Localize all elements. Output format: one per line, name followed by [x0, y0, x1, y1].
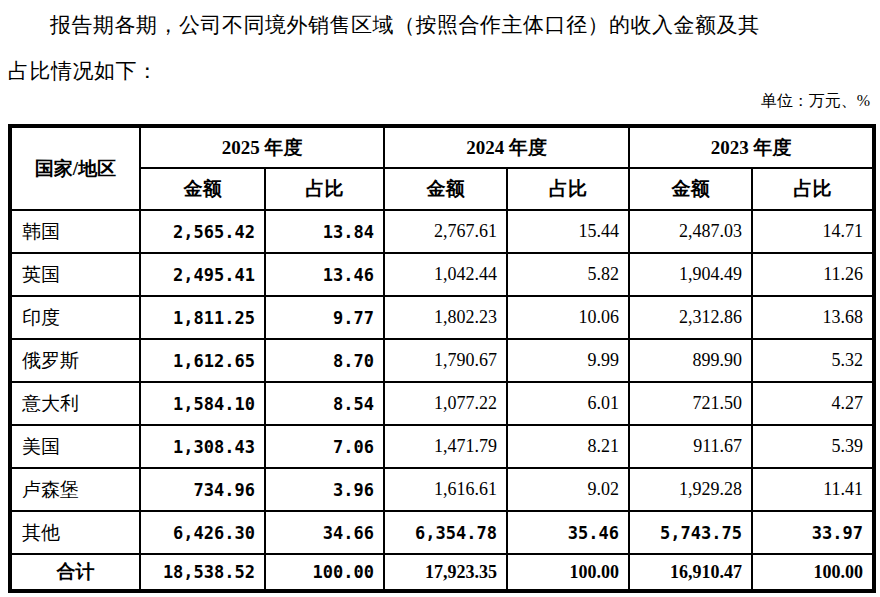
- ratio-2024-cell: 9.99: [507, 339, 629, 382]
- table-row-korea: 韩国 2,565.42 13.84 2,767.61 15.44 2,487.0…: [10, 210, 874, 253]
- amount-2023-cell: 1,929.28: [629, 468, 752, 511]
- ratio-2023-cell: 4.27: [752, 382, 874, 425]
- amount-2024-cell: 1,790.67: [384, 339, 507, 382]
- corner-header-region: 国家/地区: [10, 126, 140, 210]
- amount-2023-cell: 721.50: [629, 382, 752, 425]
- amount-2023-cell: 2,487.03: [629, 210, 752, 253]
- amount-2025-cell: 1,584.10: [140, 382, 265, 425]
- intro-paragraph: 报告期各期，公司不同境外销售区域（按照合作主体口径）的收入金额及其占比情况如下：: [8, 2, 874, 94]
- table-row-usa: 美国 1,308.43 7.06 1,471.79 8.21 911.67 5.…: [10, 425, 874, 468]
- ratio-2025-cell: 13.46: [265, 253, 384, 296]
- total-ratio-2025-cell: 100.00: [265, 554, 384, 591]
- amount-2024-cell: 1,616.61: [384, 468, 507, 511]
- amount-2025-cell: 1,308.43: [140, 425, 265, 468]
- sub-header-row: 金额 占比 金额 占比 金额 占比: [10, 168, 874, 210]
- amount-2023-cell: 911.67: [629, 425, 752, 468]
- amount-2025-cell: 6,426.30: [140, 511, 265, 554]
- intro-line-2: 占比情况如下：: [8, 59, 159, 83]
- ratio-header-2025: 占比: [265, 168, 384, 210]
- total-ratio-2023-cell: 100.00: [752, 554, 874, 591]
- overseas-sales-table: 国家/地区 2025 年度 2024 年度 2023 年度 金额 占比 金额 占…: [8, 124, 876, 593]
- amount-2024-cell: 6,354.78: [384, 511, 507, 554]
- ratio-2024-cell: 9.02: [507, 468, 629, 511]
- amount-header-2023: 金额: [629, 168, 752, 210]
- region-cell: 卢森堡: [10, 468, 140, 511]
- amount-2024-cell: 1,471.79: [384, 425, 507, 468]
- ratio-2023-cell: 5.39: [752, 425, 874, 468]
- region-cell: 印度: [10, 296, 140, 339]
- year-header-2025: 2025 年度: [140, 126, 384, 168]
- ratio-2024-cell: 10.06: [507, 296, 629, 339]
- amount-2023-cell: 5,743.75: [629, 511, 752, 554]
- ratio-2023-cell: 5.32: [752, 339, 874, 382]
- ratio-2025-cell: 34.66: [265, 511, 384, 554]
- total-row: 合计 18,538.52 100.00 17,923.35 100.00 16,…: [10, 554, 874, 591]
- ratio-header-2024: 占比: [507, 168, 629, 210]
- ratio-2023-cell: 33.97: [752, 511, 874, 554]
- ratio-2024-cell: 35.46: [507, 511, 629, 554]
- region-cell: 美国: [10, 425, 140, 468]
- ratio-2025-cell: 13.84: [265, 210, 384, 253]
- amount-header-2025: 金额: [140, 168, 265, 210]
- region-cell: 韩国: [10, 210, 140, 253]
- region-cell: 其他: [10, 511, 140, 554]
- amount-2024-cell: 1,802.23: [384, 296, 507, 339]
- table-row-luxembourg: 卢森堡 734.96 3.96 1,616.61 9.02 1,929.28 1…: [10, 468, 874, 511]
- year-header-2024: 2024 年度: [384, 126, 629, 168]
- ratio-2023-cell: 13.68: [752, 296, 874, 339]
- table-row-russia: 俄罗斯 1,612.65 8.70 1,790.67 9.99 899.90 5…: [10, 339, 874, 382]
- amount-2025-cell: 2,495.41: [140, 253, 265, 296]
- year-header-row: 国家/地区 2025 年度 2024 年度 2023 年度: [10, 126, 874, 168]
- ratio-2025-cell: 7.06: [265, 425, 384, 468]
- ratio-2023-cell: 11.41: [752, 468, 874, 511]
- intro-line-1: 报告期各期，公司不同境外销售区域（按照合作主体口径）的收入金额及其: [50, 13, 760, 37]
- region-cell: 意大利: [10, 382, 140, 425]
- table-row-india: 印度 1,811.25 9.77 1,802.23 10.06 2,312.86…: [10, 296, 874, 339]
- ratio-2025-cell: 8.54: [265, 382, 384, 425]
- ratio-2024-cell: 5.82: [507, 253, 629, 296]
- table-row-italy: 意大利 1,584.10 8.54 1,077.22 6.01 721.50 4…: [10, 382, 874, 425]
- amount-2023-cell: 899.90: [629, 339, 752, 382]
- amount-2023-cell: 1,904.49: [629, 253, 752, 296]
- ratio-2025-cell: 3.96: [265, 468, 384, 511]
- region-cell: 英国: [10, 253, 140, 296]
- total-amount-2023-cell: 16,910.47: [629, 554, 752, 591]
- ratio-2024-cell: 6.01: [507, 382, 629, 425]
- ratio-2024-cell: 8.21: [507, 425, 629, 468]
- ratio-2023-cell: 11.26: [752, 253, 874, 296]
- amount-2025-cell: 734.96: [140, 468, 265, 511]
- amount-header-2024: 金额: [384, 168, 507, 210]
- unit-note: 单位：万元、%: [761, 90, 870, 112]
- ratio-2025-cell: 8.70: [265, 339, 384, 382]
- ratio-2024-cell: 15.44: [507, 210, 629, 253]
- amount-2025-cell: 1,612.65: [140, 339, 265, 382]
- amount-2024-cell: 1,042.44: [384, 253, 507, 296]
- table-row-uk: 英国 2,495.41 13.46 1,042.44 5.82 1,904.49…: [10, 253, 874, 296]
- amount-2025-cell: 2,565.42: [140, 210, 265, 253]
- amount-2024-cell: 2,767.61: [384, 210, 507, 253]
- table-row-others: 其他 6,426.30 34.66 6,354.78 35.46 5,743.7…: [10, 511, 874, 554]
- ratio-2025-cell: 9.77: [265, 296, 384, 339]
- ratio-2023-cell: 14.71: [752, 210, 874, 253]
- total-ratio-2024-cell: 100.00: [507, 554, 629, 591]
- total-label-cell: 合计: [10, 554, 140, 591]
- total-amount-2024-cell: 17,923.35: [384, 554, 507, 591]
- total-amount-2025-cell: 18,538.52: [140, 554, 265, 591]
- region-cell: 俄罗斯: [10, 339, 140, 382]
- ratio-header-2023: 占比: [752, 168, 874, 210]
- amount-2025-cell: 1,811.25: [140, 296, 265, 339]
- amount-2023-cell: 2,312.86: [629, 296, 752, 339]
- amount-2024-cell: 1,077.22: [384, 382, 507, 425]
- year-header-2023: 2023 年度: [629, 126, 874, 168]
